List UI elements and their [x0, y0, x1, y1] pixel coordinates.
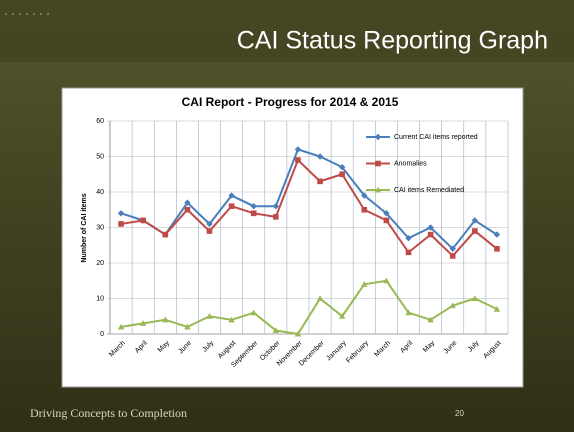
marker — [338, 163, 346, 171]
legend-label: Current CAI items reported — [394, 134, 478, 141]
marker — [405, 309, 412, 316]
y-tick-label: 60 — [96, 118, 104, 125]
marker — [250, 203, 257, 210]
slide-title: CAI Status Reporting Graph — [237, 27, 548, 55]
marker — [361, 192, 368, 199]
marker — [206, 220, 213, 228]
page-number: 20 — [455, 409, 464, 418]
marker — [338, 313, 346, 319]
marker — [273, 214, 279, 220]
marker — [118, 221, 124, 227]
marker — [449, 245, 456, 252]
marker — [250, 309, 257, 316]
marker — [427, 224, 434, 231]
marker — [374, 133, 382, 141]
marker — [117, 210, 125, 217]
marker — [162, 316, 169, 323]
marker — [375, 160, 381, 167]
marker — [374, 186, 382, 193]
marker — [139, 320, 147, 326]
marker — [272, 327, 280, 334]
marker — [383, 217, 390, 224]
marker — [272, 203, 280, 210]
marker — [405, 234, 412, 242]
marker — [493, 305, 501, 312]
footer: Driving Concepts to Completion — [30, 406, 187, 420]
series-line — [120, 279, 498, 336]
marker — [206, 313, 213, 319]
dots — [5, 13, 49, 15]
marker — [117, 323, 125, 330]
marker — [361, 206, 368, 213]
marker — [405, 249, 412, 256]
marker — [317, 178, 323, 185]
marker — [228, 192, 235, 199]
y-tick-label: 10 — [96, 295, 104, 302]
legend-label: Anomalies — [394, 160, 427, 167]
marker — [228, 316, 235, 323]
chart-area — [61, 87, 524, 388]
marker — [294, 146, 302, 153]
marker — [471, 295, 479, 302]
marker — [383, 277, 390, 284]
marker — [316, 153, 324, 160]
marker — [295, 157, 301, 163]
marker — [184, 199, 191, 206]
marker — [494, 246, 500, 252]
marker — [449, 253, 456, 259]
marker — [140, 217, 146, 224]
y-tick-label: 30 — [96, 224, 104, 231]
series-line — [120, 158, 498, 258]
y-tick-label: 50 — [96, 153, 104, 160]
marker — [472, 228, 478, 234]
marker — [427, 316, 434, 323]
legend-label: CAI items Remediated — [394, 187, 464, 194]
marker — [184, 323, 191, 330]
marker — [250, 210, 257, 217]
series-line — [120, 148, 498, 251]
y-axis-label: Number of CAI items — [81, 193, 88, 262]
y-tick-label: 20 — [96, 260, 104, 267]
marker — [294, 330, 302, 337]
marker — [162, 231, 169, 238]
chart-title: CAI Report - Progress for 2014 & 2015 — [182, 95, 399, 109]
y-tick-label: 40 — [96, 189, 104, 196]
marker — [339, 171, 345, 178]
marker — [206, 228, 213, 234]
title-band — [0, 0, 574, 62]
marker — [427, 231, 434, 238]
marker — [383, 210, 390, 217]
marker — [228, 203, 235, 209]
marker — [449, 302, 456, 309]
y-tick-label: 0 — [100, 331, 104, 338]
marker — [361, 281, 368, 287]
marker — [184, 206, 191, 213]
marker — [493, 231, 501, 238]
marker — [316, 295, 324, 302]
marker — [471, 217, 479, 224]
